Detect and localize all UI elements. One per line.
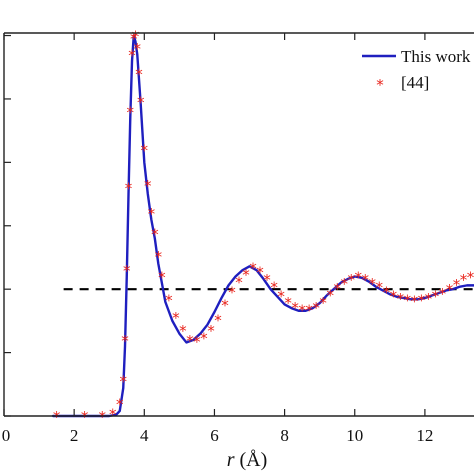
data-point-ref44: * [369, 275, 377, 293]
data-point-ref44: * [312, 299, 320, 317]
data-point-ref44: * [446, 281, 454, 299]
data-point-ref44: * [172, 309, 180, 327]
data-point-ref44: * [137, 93, 145, 111]
data-point-ref44: * [141, 142, 149, 160]
data-point-ref44: * [319, 294, 327, 312]
data-point-ref44: * [270, 279, 278, 297]
data-point-ref44: * [120, 372, 128, 390]
data-point-ref44: * [121, 332, 129, 350]
legend: This work * [44] [362, 47, 471, 94]
data-point-ref44: * [235, 274, 243, 292]
data-point-ref44: * [228, 284, 236, 302]
x-axis-label: r (Å) [227, 449, 268, 471]
data-point-ref44: * [404, 291, 412, 309]
x-tick-label: 2 [70, 426, 79, 445]
data-point-ref44: * [467, 268, 474, 286]
data-point-ref44: * [432, 288, 440, 306]
data-point-ref44: * [148, 205, 156, 223]
series-layer: * * * *********************** * * ***** * * * * * * *… [51, 28, 474, 426]
x-tick-label: 12 [416, 426, 433, 445]
data-point-ref44: * [81, 408, 89, 426]
data-point-ref44: * [165, 291, 173, 309]
data-point-ref44: * [263, 271, 271, 289]
legend-marker-swatch: * [376, 76, 384, 94]
data-point-ref44: * [340, 275, 348, 293]
data-point-ref44: * [249, 260, 257, 278]
data-point-ref44: * [376, 279, 384, 297]
data-point-ref44: * [151, 225, 159, 243]
data-point-ref44: * [127, 104, 135, 122]
data-point-ref44: * [125, 180, 133, 198]
data-point-ref44: * [135, 66, 143, 84]
data-point-ref44: * [291, 299, 299, 317]
data-point-ref44: * [116, 395, 124, 413]
legend-label-ref44: [44] [401, 73, 429, 92]
x-tick-label: 4 [140, 426, 149, 445]
data-point-ref44: * [242, 266, 250, 284]
data-point-ref44: * [425, 290, 433, 308]
data-point-ref44: * [418, 291, 426, 309]
x-tick-label: 8 [280, 426, 289, 445]
data-point-ref44: * [347, 271, 355, 289]
data-point-ref44: * [305, 301, 313, 319]
data-point-ref44: * [397, 290, 405, 308]
data-point-ref44: * [98, 408, 106, 426]
data-point-ref44: * [284, 294, 292, 312]
data-point-ref44: * [132, 28, 140, 46]
data-point-ref44: * [298, 301, 306, 319]
data-point-ref44: * [53, 408, 61, 426]
data-point-ref44: * [214, 312, 222, 330]
data-point-ref44: * [221, 296, 229, 314]
data-point-ref44: * [134, 40, 142, 58]
series-line-this-work [51, 34, 474, 418]
data-point-ref44: * [179, 322, 187, 340]
data-point-ref44: * [355, 268, 363, 286]
data-point-ref44: * [460, 271, 468, 289]
data-point-ref44: * [383, 284, 391, 302]
data-point-ref44: * [109, 405, 117, 423]
axes-layer: 0 2 4 6 8 10 12 [2, 32, 474, 445]
data-point-ref44: * [186, 332, 194, 350]
data-point-ref44: * [130, 30, 138, 48]
data-point-ref44: * [439, 285, 447, 303]
data-point-ref44: * [453, 276, 461, 294]
data-point-ref44: * [158, 268, 166, 286]
data-point-ref44: * [207, 322, 215, 340]
data-point-ref44: * [123, 262, 131, 280]
data-point-ref44: * [200, 329, 208, 347]
data-point-ref44: * [144, 177, 152, 195]
x-tick-label: 10 [346, 426, 363, 445]
data-point-ref44: * [362, 271, 370, 289]
data-point-ref44: * [333, 280, 341, 298]
x-axis-label-variable: r [227, 449, 235, 471]
legend-label-this-work: This work [401, 47, 471, 66]
data-point-ref44: * [277, 288, 285, 306]
x-tick-label: 0 [2, 426, 11, 445]
data-point-ref44: * [193, 333, 201, 351]
data-point-ref44: * [326, 286, 334, 304]
x-tick-label: 6 [210, 426, 219, 445]
data-point-ref44: * [256, 263, 264, 281]
data-point-ref44: * [390, 288, 398, 306]
x-axis-label-unit: (Å) [235, 449, 268, 471]
data-point-ref44: * [411, 293, 419, 311]
data-point-ref44: * [128, 47, 136, 65]
data-point-ref44: * [155, 248, 163, 266]
